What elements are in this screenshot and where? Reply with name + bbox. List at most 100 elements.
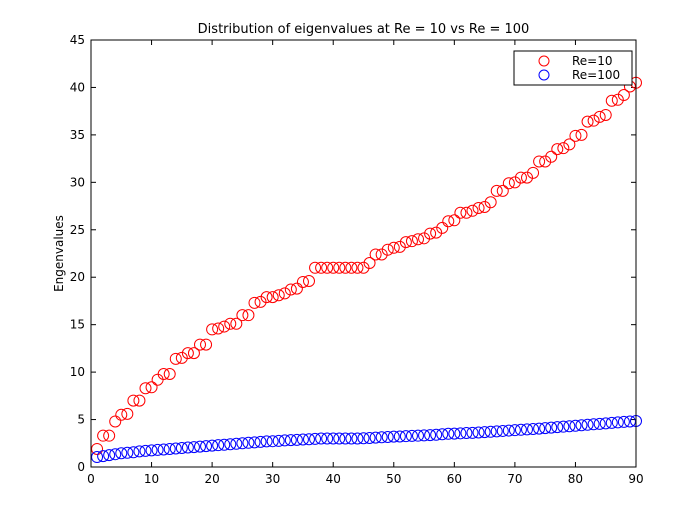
data-point <box>236 309 249 322</box>
data-point <box>206 323 219 336</box>
data-point <box>187 441 200 454</box>
data-point <box>139 382 152 395</box>
data-point <box>375 431 388 444</box>
legend: Re=10 Re=100 <box>513 50 633 86</box>
data-point <box>303 433 315 446</box>
data-point <box>399 236 412 249</box>
data-point <box>248 296 261 309</box>
x-tick-label: 60 <box>447 472 462 486</box>
data-point <box>369 431 382 444</box>
data-point <box>236 437 249 450</box>
data-point <box>611 93 624 106</box>
chart-title: Distribution of eigenvalues at Re = 10 v… <box>198 22 530 37</box>
legend-label-re10: Re=10 <box>572 54 613 68</box>
y-tick-label: 0 <box>77 460 85 474</box>
data-point <box>194 338 206 351</box>
data-point <box>127 394 140 407</box>
data-point <box>109 448 122 461</box>
legend-label-re100: Re=100 <box>572 68 620 82</box>
data-point <box>333 261 346 274</box>
data-point <box>284 434 297 447</box>
data-point <box>418 429 431 442</box>
data-point <box>405 429 418 442</box>
x-tick-label: 80 <box>568 472 583 486</box>
data-point <box>436 428 449 441</box>
data-point <box>581 115 594 128</box>
data-point <box>321 432 334 445</box>
y-tick-label: 35 <box>70 128 85 142</box>
data-point <box>115 447 128 460</box>
data-point <box>587 114 600 127</box>
data-point <box>436 221 449 234</box>
data-point <box>290 433 303 446</box>
data-point <box>163 368 176 381</box>
data-point <box>345 261 358 274</box>
data-point <box>424 227 437 240</box>
data-point <box>381 431 394 444</box>
data-point <box>521 423 533 436</box>
data-point <box>569 129 582 142</box>
y-tick-label: 40 <box>70 80 85 94</box>
plot-frame <box>90 39 637 468</box>
y-tick-label: 45 <box>70 33 85 47</box>
data-point <box>278 287 291 300</box>
data-point <box>557 142 570 155</box>
data-point <box>224 438 237 451</box>
data-point <box>369 248 382 261</box>
data-point <box>605 94 618 107</box>
data-point <box>351 261 364 274</box>
data-point <box>296 275 309 288</box>
series-re10 <box>91 76 642 455</box>
y-tick-label: 15 <box>70 318 85 332</box>
data-point <box>242 436 255 449</box>
data-point <box>605 416 618 429</box>
data-point <box>381 243 394 256</box>
data-point <box>200 440 213 453</box>
data-point <box>617 415 630 428</box>
data-point <box>611 416 624 429</box>
data-point <box>357 261 370 274</box>
data-point <box>466 204 479 217</box>
data-point <box>109 415 122 428</box>
x-tick-label: 50 <box>386 472 401 486</box>
data-point <box>133 445 146 458</box>
data-point <box>557 420 570 433</box>
data-point <box>327 261 340 274</box>
data-point <box>496 424 509 437</box>
data-point <box>133 394 146 407</box>
data-point <box>296 433 309 446</box>
data-point <box>91 442 104 455</box>
data-point <box>478 201 491 214</box>
data-point <box>206 439 219 452</box>
data-point <box>454 206 467 219</box>
data-point <box>448 427 461 440</box>
x-tick-label: 0 <box>87 472 95 486</box>
data-point <box>139 444 152 457</box>
data-point <box>387 430 400 443</box>
data-point <box>97 429 110 442</box>
data-point <box>599 417 612 430</box>
data-point <box>393 240 406 253</box>
legend-marker-re100 <box>538 69 550 81</box>
data-point <box>157 443 170 456</box>
data-point <box>200 338 213 351</box>
data-point <box>339 261 352 274</box>
data-point <box>623 415 636 428</box>
data-point <box>375 248 388 261</box>
y-axis-label: Engenvalues <box>52 215 66 292</box>
data-point <box>412 429 424 442</box>
data-point <box>581 418 594 431</box>
data-point <box>212 322 225 335</box>
data-point <box>333 432 346 445</box>
data-point <box>194 440 206 453</box>
series-re100 <box>91 414 642 464</box>
data-point <box>502 424 515 437</box>
data-point <box>514 423 527 436</box>
data-point <box>169 442 182 455</box>
data-point <box>514 171 527 184</box>
data-point <box>175 442 188 455</box>
data-point <box>545 150 558 163</box>
data-point <box>424 429 437 442</box>
data-point <box>442 427 455 440</box>
data-point <box>115 408 128 421</box>
